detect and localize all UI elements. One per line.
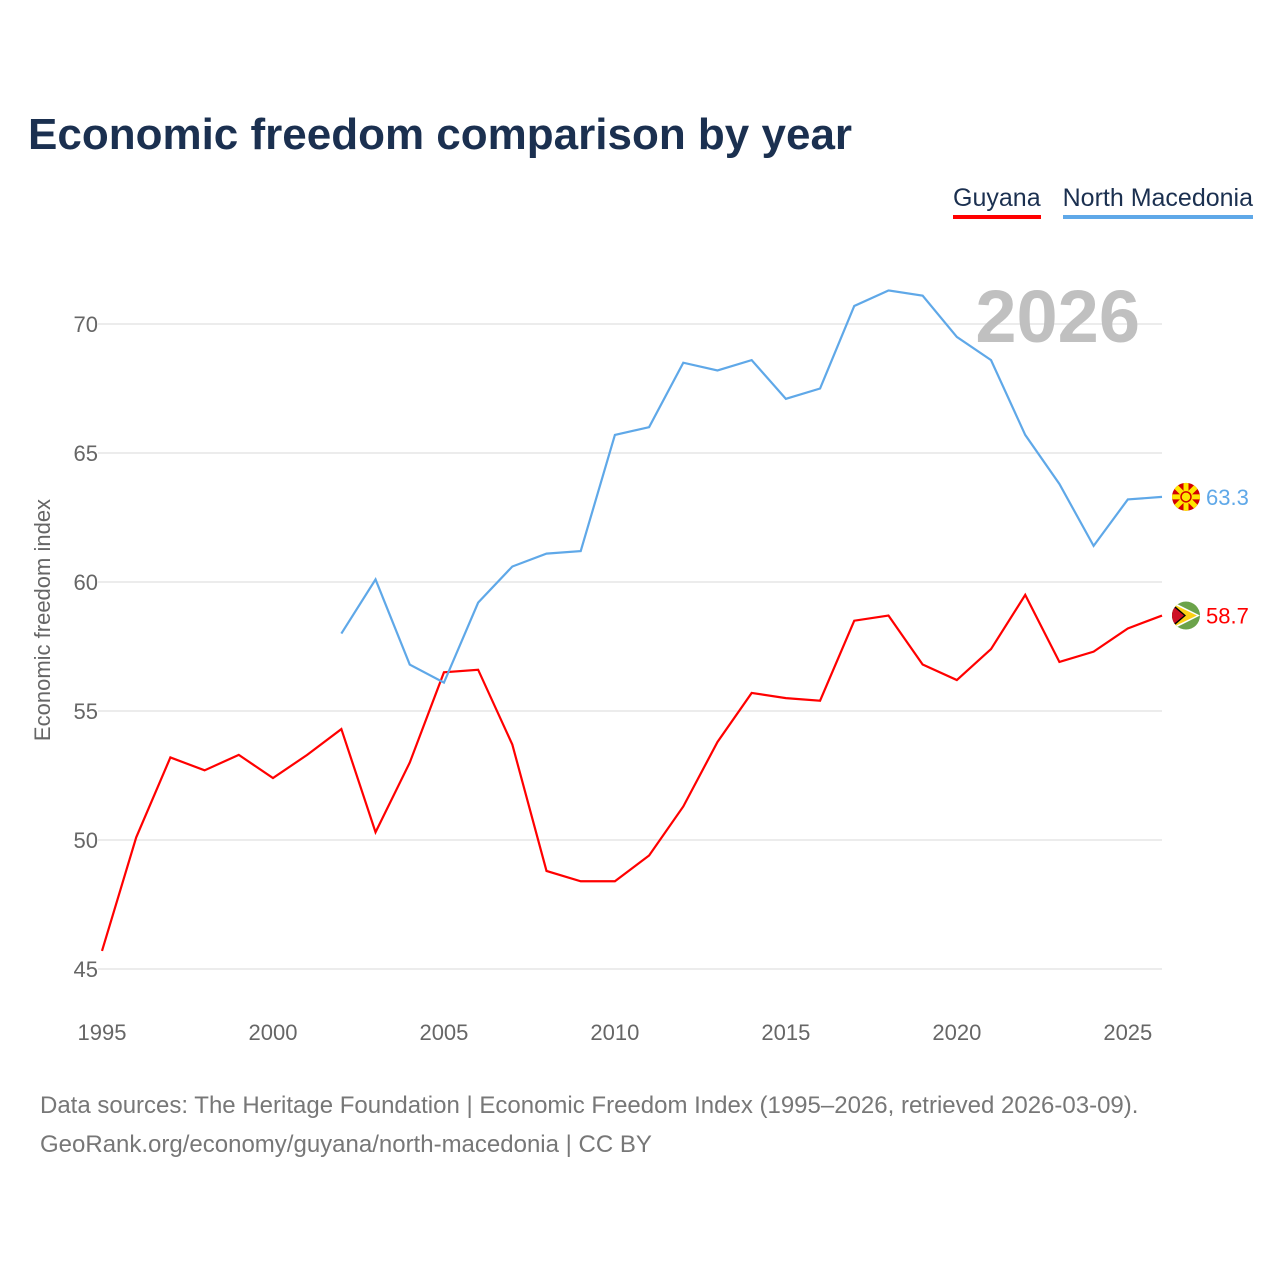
y-tick-label: 55 [74, 699, 98, 724]
y-tick-label: 65 [74, 441, 98, 466]
source-note: Data sources: The Heritage Foundation | … [40, 1092, 1139, 1119]
guyana-flag-icon [1172, 601, 1200, 630]
x-tick-label: 2025 [1103, 1020, 1152, 1045]
x-tick-label: 1995 [78, 1020, 127, 1045]
footer: Data sources: The Heritage Foundation | … [40, 1086, 1138, 1164]
x-tick-label: 2005 [419, 1020, 468, 1045]
y-tick-label: 70 [74, 312, 98, 337]
end-value-label: 58.7 [1206, 604, 1249, 629]
source-link[interactable]: GeoRank.org/economy/guyana/north-macedon… [40, 1131, 652, 1158]
y-tick-label: 50 [74, 828, 98, 853]
y-tick-label: 60 [74, 570, 98, 595]
x-tick-label: 2015 [761, 1020, 810, 1045]
x-tick-label: 2010 [590, 1020, 639, 1045]
y-tick-label: 45 [74, 957, 98, 982]
north-macedonia-flag-icon [1172, 482, 1200, 511]
series-line-north-macedonia [340, 289, 1163, 685]
end-value-label: 63.3 [1206, 485, 1249, 510]
chart-title: Economic freedom comparison by year [28, 110, 853, 159]
legend: Guyana North Macedonia [953, 184, 1253, 219]
legend-item-north-macedonia[interactable]: North Macedonia [1062, 184, 1253, 219]
year-label: 2026 [975, 275, 1140, 358]
legend-item-guyana[interactable]: Guyana [953, 184, 1041, 219]
x-tick-label: 2020 [932, 1020, 981, 1045]
series-line-guyana [100, 592, 1163, 952]
y-axis-label: Economic freedom index [30, 499, 55, 741]
x-tick-label: 2000 [248, 1020, 297, 1045]
